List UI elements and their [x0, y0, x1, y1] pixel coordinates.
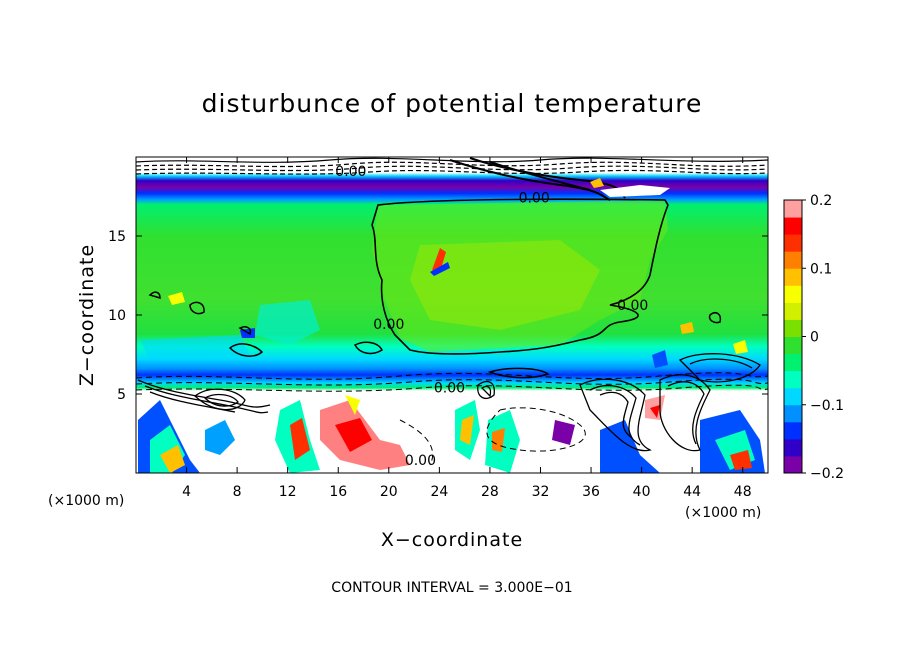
colorbar-segment — [784, 387, 802, 406]
cool-patch — [255, 300, 320, 345]
x-tick-label: 28 — [481, 484, 499, 500]
contour-label: 0.00 — [405, 453, 436, 469]
colorbar — [783, 199, 803, 474]
colorbar-tick-label: 0 — [810, 330, 819, 346]
y-tick-label: 15 — [108, 229, 126, 245]
colorbar-segment — [784, 404, 802, 423]
y-axis-label: Z−coordinate — [76, 244, 98, 386]
colorbar-segment — [784, 353, 802, 372]
colorbar-segment — [784, 234, 802, 252]
lower-warm-patch — [345, 395, 360, 415]
x-tick-label: 32 — [532, 484, 550, 500]
x-axis-unit-right: (×1000 m) — [685, 505, 761, 521]
colorbar-segment — [784, 251, 802, 269]
contour-label: 0.00 — [373, 317, 404, 333]
colorbar-segment — [784, 217, 802, 235]
x-tick-label: 44 — [683, 484, 701, 500]
cool-patch — [140, 335, 250, 360]
x-tick-label: 8 — [233, 484, 242, 500]
y-tick-label: 5 — [117, 387, 126, 403]
colorbar-tick-label: 0.2 — [810, 193, 832, 209]
lower-warm-patch — [290, 418, 310, 460]
colorbar-ticks: 0.2 0.1 0 −0.1 −0.2 — [802, 193, 844, 482]
colorbar-tick-label: −0.2 — [810, 466, 844, 482]
contour-interval-note: CONTOUR INTERVAL = 3.000E−01 — [331, 580, 572, 596]
x-tick-label: 36 — [582, 484, 600, 500]
colorbar-segment — [784, 268, 802, 286]
warm-plume-region — [372, 200, 668, 352]
contour-label: 0.00 — [617, 298, 648, 314]
x-axis-ticks: 4 8 12 16 20 24 28 32 36 40 44 48 — [182, 157, 752, 500]
zero-contour-plume — [371, 198, 669, 355]
y-tick-label: 10 — [108, 308, 126, 324]
x-tick-label: 40 — [633, 484, 651, 500]
lower-warm-patch — [730, 450, 752, 470]
colorbar-segment — [784, 319, 802, 337]
x-tick-label: 24 — [430, 484, 448, 500]
colorbar-tick-label: 0.1 — [810, 261, 832, 277]
x-tick-label: 48 — [734, 484, 752, 500]
mid-warm-blob — [168, 292, 185, 305]
lower-warm-patch — [160, 445, 185, 473]
x-tick-label: 12 — [279, 484, 297, 500]
colorbar-tick-label: −0.1 — [810, 398, 844, 414]
contour-labels: 0.00 0.00 0.00 0.00 0.00 0.00 — [335, 164, 648, 469]
mid-warm-blob — [680, 322, 694, 334]
colorbar-segment — [784, 336, 802, 355]
x-axis-label: X−coordinate — [381, 529, 523, 551]
solid-contours — [148, 291, 722, 379]
contour-label: 0.00 — [519, 191, 550, 207]
colorbar-segment — [784, 302, 802, 320]
contour-label: 0.00 — [335, 164, 366, 180]
colorbar-segment — [784, 455, 802, 474]
colorbar-segment — [784, 200, 802, 218]
top-white-patch — [600, 185, 670, 197]
lower-cold-patch — [552, 420, 575, 445]
lower-warm-patch — [460, 415, 474, 445]
colorbar-segment — [784, 421, 802, 440]
warm-core-region — [410, 240, 600, 330]
x-axis-unit-left: (×1000 m) — [48, 493, 124, 509]
x-tick-label: 20 — [380, 484, 398, 500]
warm-filament — [432, 248, 446, 272]
lower-cold-patch — [205, 420, 235, 455]
x-tick-label: 4 — [182, 484, 191, 500]
lower-warm-patch — [650, 405, 660, 418]
top-warm-blob — [590, 178, 604, 188]
x-tick-label: 16 — [329, 484, 347, 500]
mid-cold-patch — [652, 350, 668, 368]
colorbar-segment — [784, 438, 802, 457]
colorbar-segment — [784, 285, 802, 303]
contour-label: 0.00 — [434, 380, 465, 396]
lower-warm-patch — [335, 418, 372, 452]
dashed-contours — [136, 372, 768, 466]
chart-title: disturbunce of potential temperature — [202, 89, 703, 118]
mid-warm-blob — [733, 340, 748, 354]
plot-area: 0.00 0.00 0.00 0.00 0.00 0.00 — [136, 157, 768, 473]
y-axis-ticks: 5 10 15 — [108, 229, 768, 403]
cold-filament — [430, 262, 450, 276]
turbulence-contour-clusters — [137, 353, 761, 452]
colorbar-segment — [784, 370, 802, 389]
